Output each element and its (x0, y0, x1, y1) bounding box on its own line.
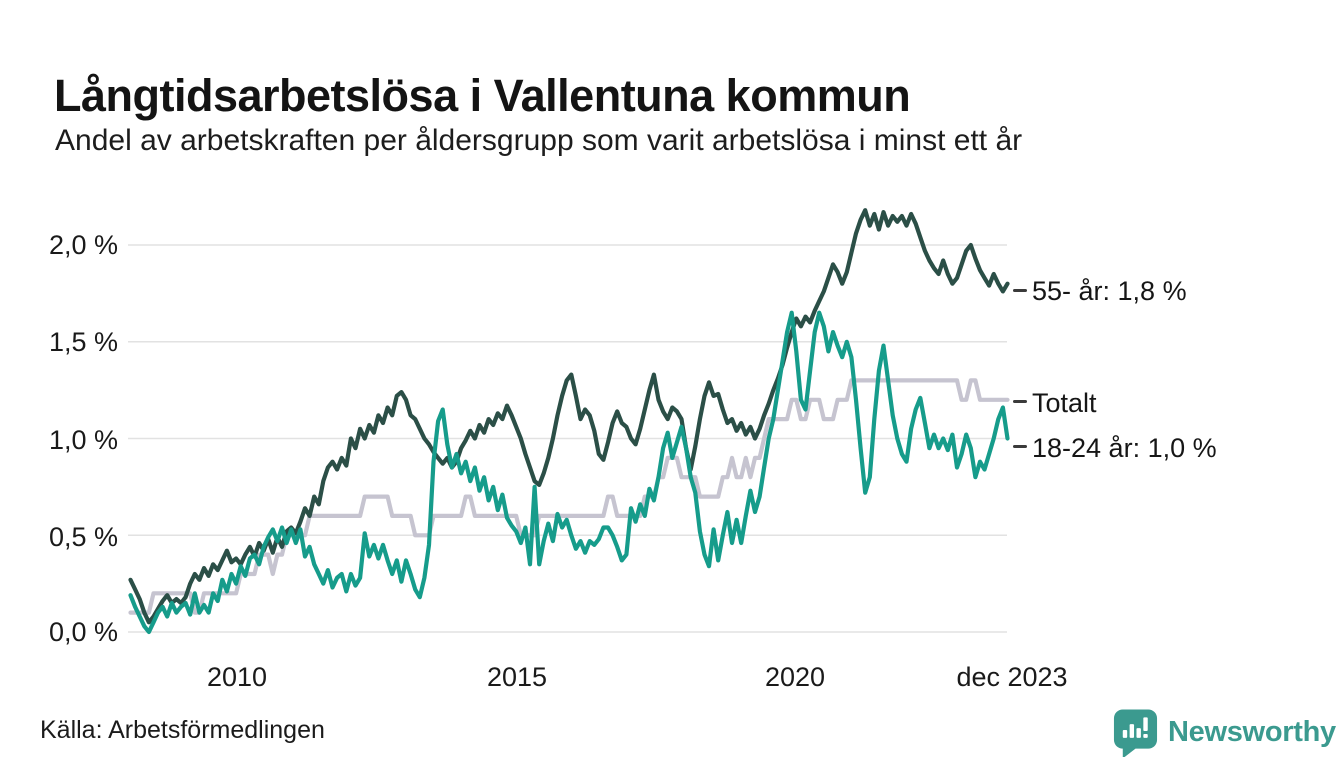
series-dash-18-24 (1013, 445, 1027, 448)
y-tick-0-0: 0,0 % (48, 617, 118, 647)
source-note: Källa: Arbetsförmedlingen (40, 716, 325, 744)
newsworthy-logo-icon (1113, 709, 1158, 757)
x-tick-2020: 2020 (764, 662, 826, 692)
brand-name: Newsworthy (1168, 715, 1336, 748)
x-tick-2010: 2010 (206, 662, 268, 692)
series-dash-total (1013, 400, 1027, 403)
x-tick-2015: 2015 (486, 662, 548, 692)
series-dash-55 (1013, 289, 1027, 292)
y-tick-1-0: 1,0 % (48, 425, 118, 455)
y-tick-1-5: 1,5 % (48, 327, 118, 357)
chart-subtitle: Andel av arbetskraften per åldersgrupp s… (55, 124, 1023, 157)
y-tick-2-0: 2,0 % (48, 230, 118, 260)
series-label-18-24: 18-24 år: 1,0 % (1032, 433, 1217, 463)
brand-lockup: Newsworthy (1112, 706, 1340, 758)
series-label-55: 55- år: 1,8 % (1032, 276, 1187, 306)
x-tick-dec-2023: dec 2023 (956, 662, 1068, 692)
y-tick-0-5: 0,5 % (48, 522, 118, 552)
series-line-totalt (128, 378, 1010, 615)
series-line-18-24-r (128, 310, 1010, 635)
series-label-total: Totalt (1032, 388, 1097, 418)
chart-title: Långtidsarbetslösa i Vallentuna kommun (54, 70, 911, 122)
